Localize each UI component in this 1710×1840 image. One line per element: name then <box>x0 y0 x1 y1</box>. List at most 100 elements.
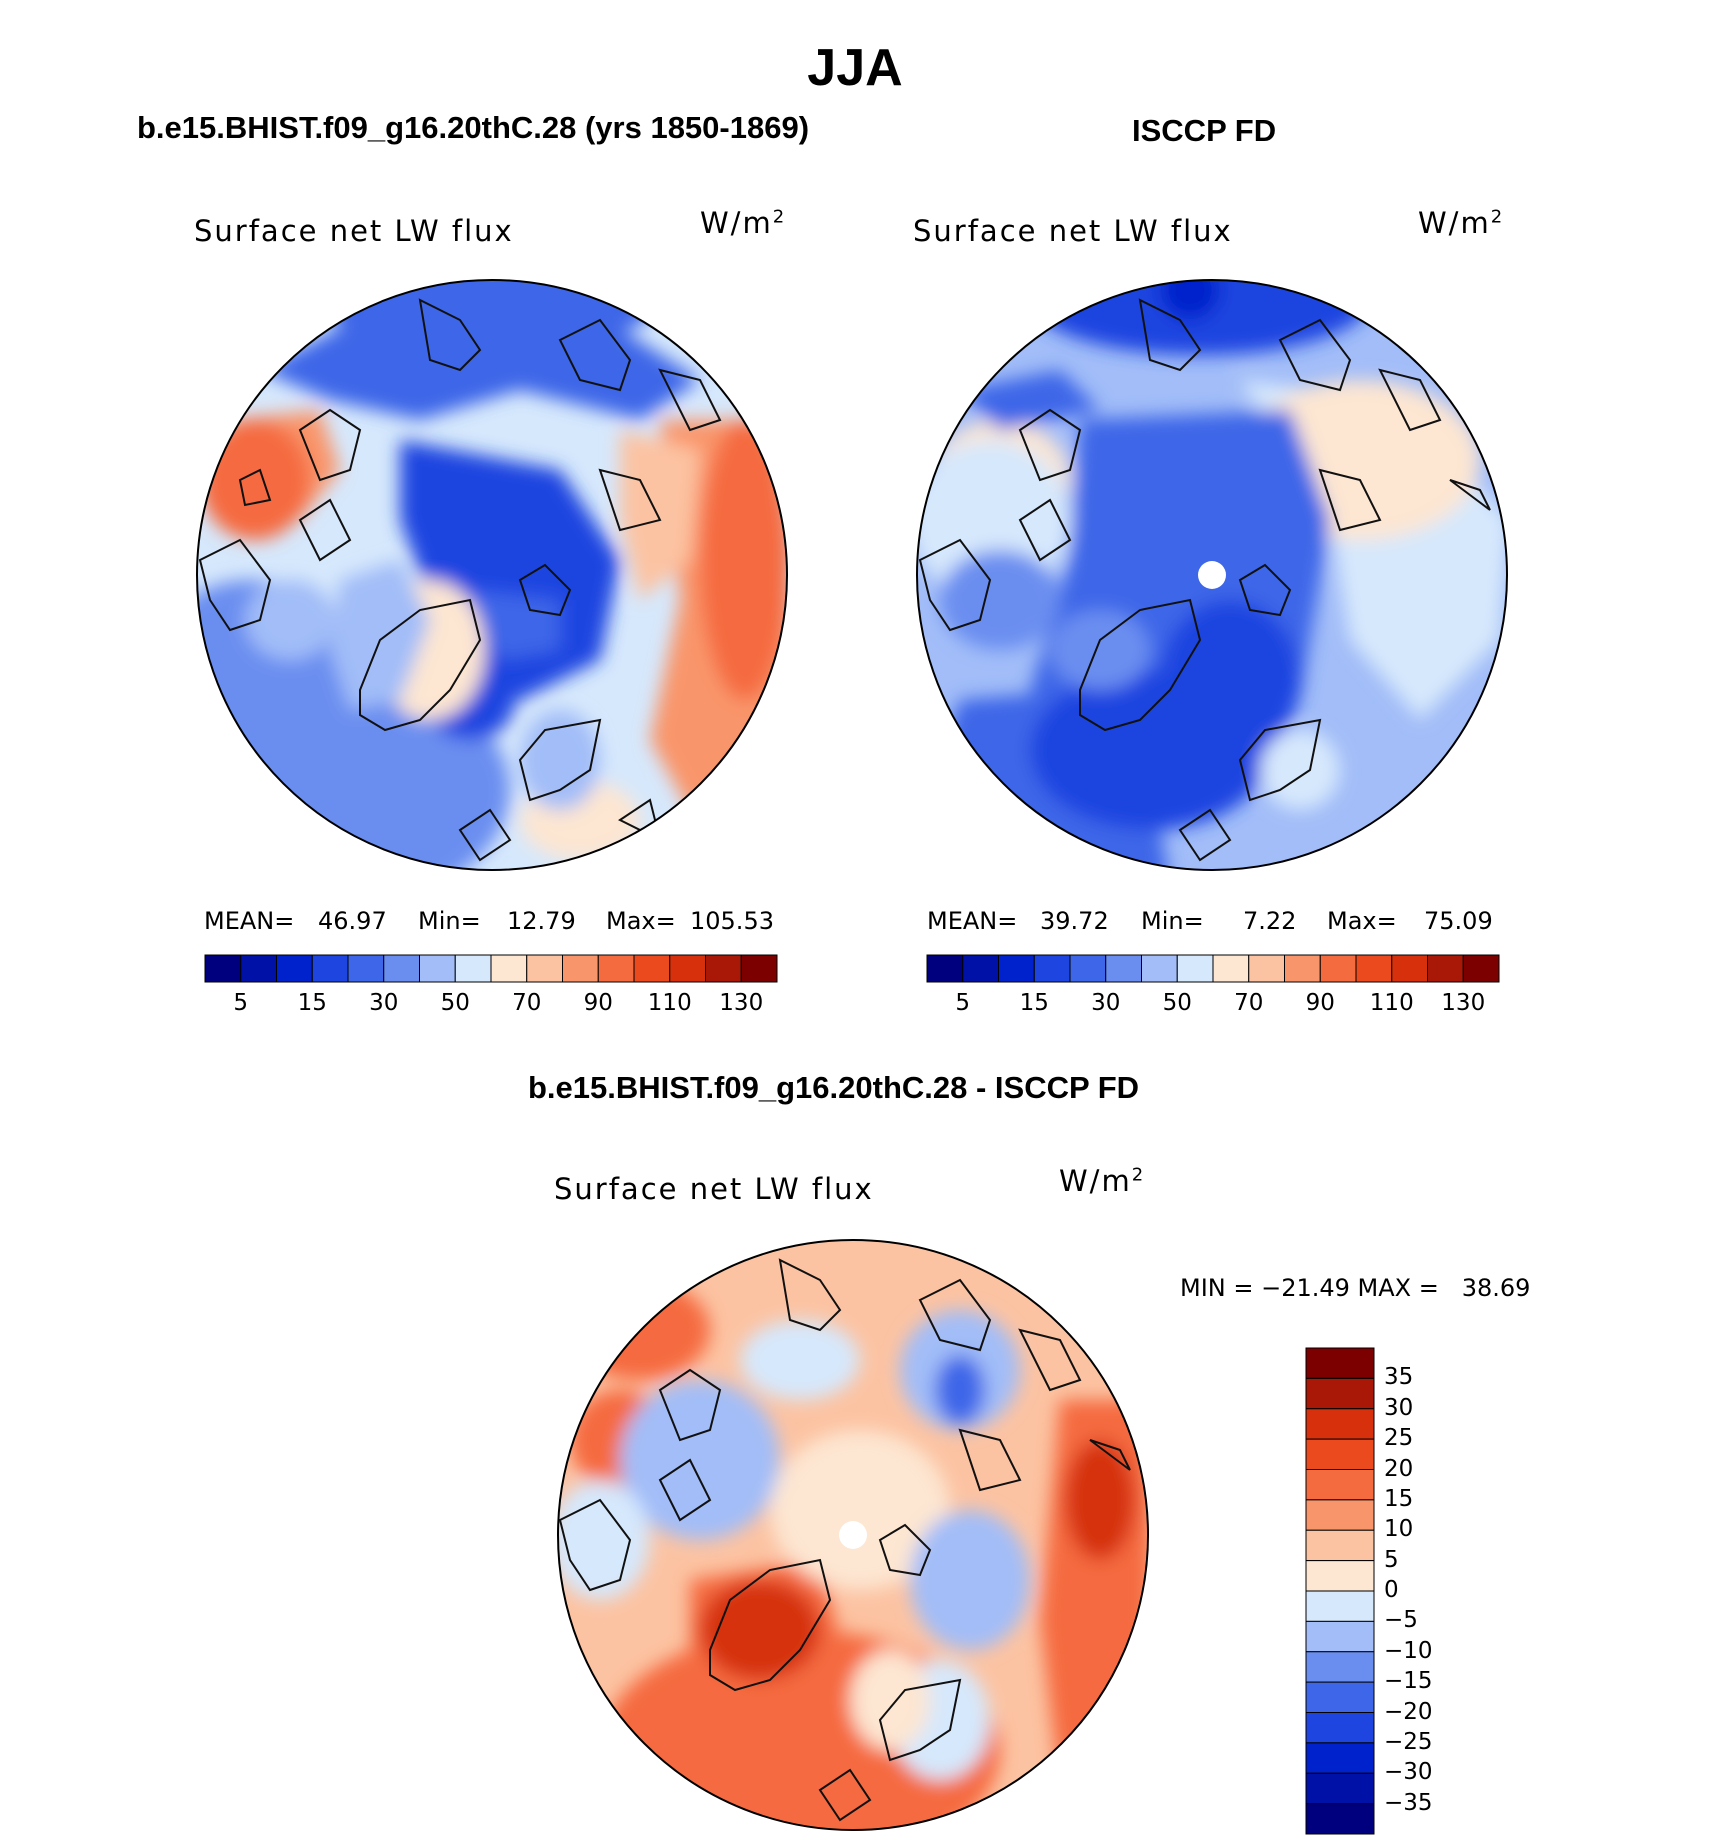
colorbar-swatch <box>1305 1469 1375 1501</box>
obs-max-label: Max= <box>1327 907 1397 935</box>
model-min-value: 12.79 <box>507 907 576 935</box>
colorbar-tick-label: −5 <box>1384 1607 1418 1634</box>
diff-variable-label: Surface net LW flux <box>554 1172 874 1206</box>
colorbar-swatch <box>1391 954 1428 983</box>
colorbar-tick-label: 130 <box>1441 990 1486 1016</box>
colorbar-tick-label: 30 <box>1384 1394 1414 1421</box>
colorbar-tick-label: −25 <box>1384 1728 1433 1755</box>
colorbar-swatch <box>347 954 385 983</box>
colorbar-tick-label: 110 <box>647 990 692 1016</box>
colorbar-swatch <box>204 954 242 983</box>
colorbar-tick-label: −10 <box>1384 1637 1433 1664</box>
colorbar-tick-label: 90 <box>1305 990 1335 1016</box>
model-colorbar <box>204 954 778 983</box>
colorbar-tick-label: 15 <box>297 990 327 1016</box>
colorbar-tick-label: 30 <box>1091 990 1121 1016</box>
colorbar-swatch <box>1212 954 1250 983</box>
colorbar-tick-label: 70 <box>1234 990 1264 1016</box>
colorbar-swatch <box>1319 954 1357 983</box>
colorbar-swatch <box>1248 954 1285 983</box>
colorbar-tick-label: 70 <box>512 990 542 1016</box>
colorbar-swatch <box>1141 954 1178 983</box>
diff-units: W/m2 <box>1059 1164 1146 1198</box>
colorbar-tick-label: 10 <box>1384 1516 1414 1543</box>
colorbar-swatch <box>1284 954 1321 983</box>
colorbar-tick-label: 50 <box>440 990 470 1016</box>
model-units: W/m2 <box>700 206 787 240</box>
colorbar-tick-label: −20 <box>1384 1698 1433 1725</box>
obs-panel-title: ISCCP FD <box>1132 113 1277 148</box>
colorbar-swatch <box>1105 954 1142 983</box>
model-panel-title: b.e15.BHIST.f09_g16.20thC.28 (yrs 1850-1… <box>137 110 810 145</box>
diff-panel-title: b.e15.BHIST.f09_g16.20thC.28 - ISCCP FD <box>528 1070 1140 1105</box>
colorbar-swatch <box>454 954 492 983</box>
colorbar-tick-label: 35 <box>1384 1364 1414 1391</box>
colorbar-tick-label: −35 <box>1384 1789 1433 1816</box>
colorbar-swatch <box>1305 1651 1375 1683</box>
colorbar-swatch <box>1355 954 1393 983</box>
colorbar-swatch <box>1305 1620 1375 1653</box>
colorbar-swatch <box>633 954 671 983</box>
colorbar-swatch <box>1305 1742 1375 1774</box>
colorbar-swatch <box>419 954 456 983</box>
colorbar-swatch <box>276 954 313 983</box>
colorbar-swatch <box>1176 954 1214 983</box>
obs-mean-value: 39.72 <box>1040 907 1109 935</box>
colorbar-swatch <box>1305 1772 1375 1805</box>
model-max-value: 105.53 <box>690 907 774 935</box>
colorbar-swatch <box>1069 954 1107 983</box>
model-mean-value: 46.97 <box>318 907 387 935</box>
colorbar-swatch <box>926 954 964 983</box>
colorbar-swatch <box>526 954 563 983</box>
colorbar-swatch <box>1305 1712 1375 1744</box>
colorbar-tick-label: 110 <box>1369 990 1414 1016</box>
colorbar-swatch <box>1462 954 1500 983</box>
colorbar-swatch <box>998 954 1035 983</box>
colorbar-tick-label: 15 <box>1384 1485 1414 1512</box>
colorbar-swatch <box>597 954 635 983</box>
diff-polar-map <box>557 1239 1149 1831</box>
colorbar-swatch <box>490 954 528 983</box>
colorbar-swatch <box>740 954 778 983</box>
colorbar-swatch <box>705 954 742 983</box>
colorbar-tick-label: 50 <box>1162 990 1192 1016</box>
colorbar-swatch <box>562 954 599 983</box>
colorbar-tick-label: 130 <box>719 990 764 1016</box>
diff-minmax: MIN = −21.49 MAX = 38.69 <box>1180 1274 1531 1302</box>
colorbar-swatch <box>1305 1438 1375 1470</box>
obs-units: W/m2 <box>1418 206 1505 240</box>
colorbar-swatch <box>669 954 706 983</box>
colorbar-tick-label: −15 <box>1384 1668 1433 1695</box>
colorbar-swatch <box>383 954 420 983</box>
colorbar-tick-label: 20 <box>1384 1455 1414 1482</box>
model-mean-label: MEAN= <box>204 907 295 935</box>
colorbar-tick-label: 5 <box>233 990 249 1016</box>
obs-min-value: 7.22 <box>1243 907 1297 935</box>
obs-polar-map <box>916 279 1508 871</box>
obs-max-value: 75.09 <box>1424 907 1493 935</box>
colorbar-tick-label: 0 <box>1384 1577 1399 1603</box>
colorbar-tick-label: 15 <box>1019 990 1049 1016</box>
colorbar-swatch <box>1305 1377 1375 1410</box>
colorbar-swatch <box>1305 1529 1375 1562</box>
diff-colorbar <box>1305 1347 1375 1835</box>
obs-mean-label: MEAN= <box>927 907 1018 935</box>
colorbar-tick-label: 5 <box>1384 1546 1399 1573</box>
colorbar-swatch <box>1305 1408 1375 1440</box>
colorbar-tick-label: 25 <box>1384 1425 1414 1452</box>
colorbar-swatch <box>240 954 277 983</box>
colorbar-swatch <box>1427 954 1464 983</box>
colorbar-swatch <box>1033 954 1071 983</box>
obs-min-label: Min= <box>1141 907 1204 935</box>
colorbar-swatch <box>1305 1803 1375 1835</box>
obs-colorbar <box>926 954 1500 983</box>
colorbar-swatch <box>1305 1590 1375 1622</box>
colorbar-tick-label: 5 <box>955 990 971 1016</box>
colorbar-tick-label: −30 <box>1384 1759 1433 1786</box>
obs-variable-label: Surface net LW flux <box>913 214 1233 248</box>
figure-title: JJA <box>807 39 903 97</box>
colorbar-tick-label: 30 <box>369 990 399 1016</box>
model-polar-map <box>196 279 788 871</box>
colorbar-swatch <box>1305 1560 1375 1592</box>
